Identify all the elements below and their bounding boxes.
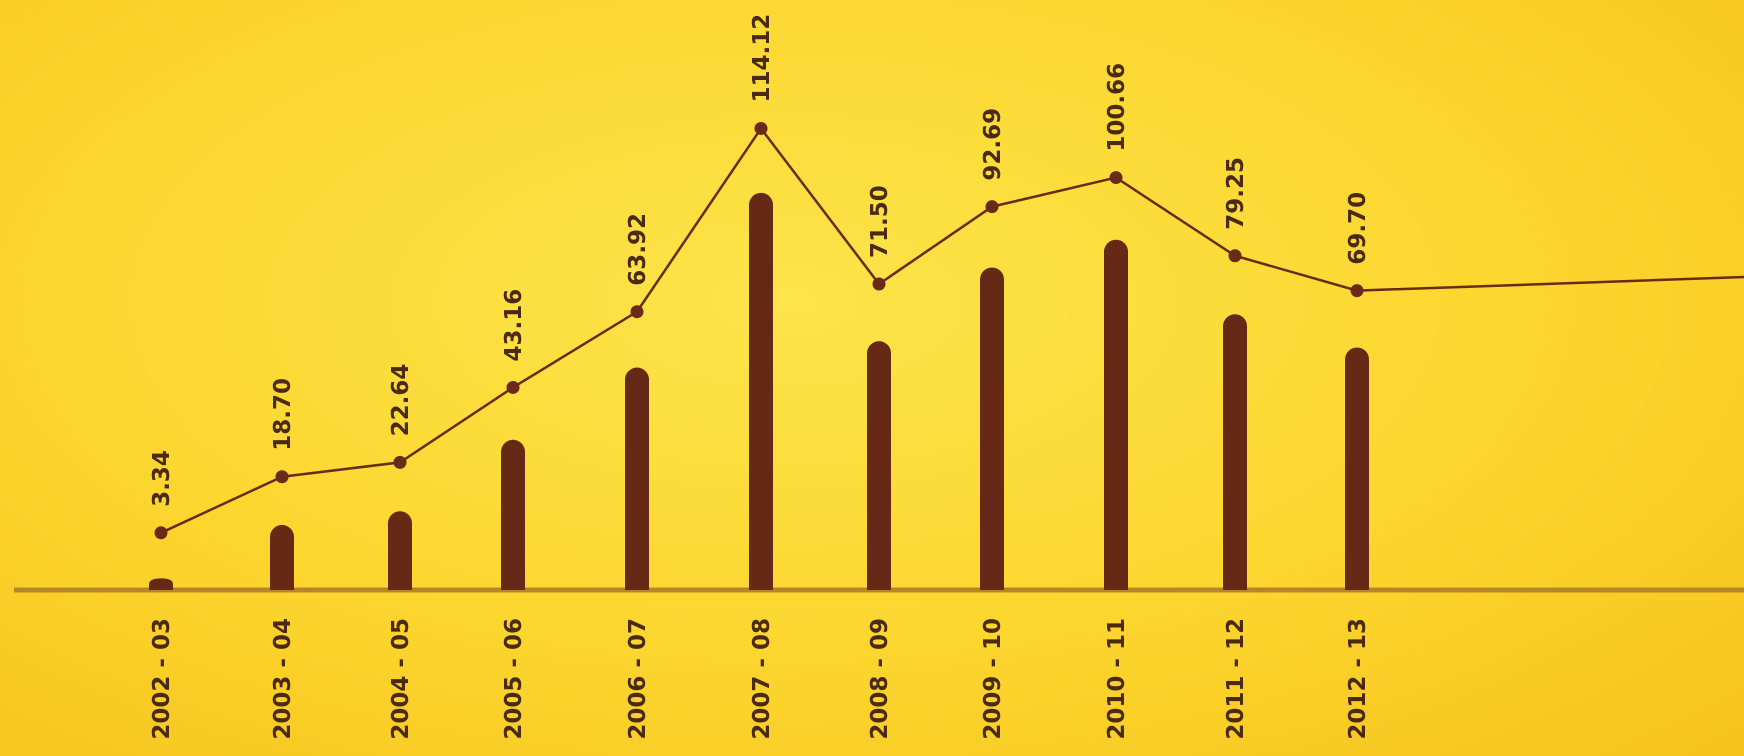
trend-point-2009-10 [985, 200, 999, 214]
value-label-2007-08: 114.12 [749, 14, 775, 103]
bar-2007-08 [749, 192, 773, 590]
category-label-2002-03: 2002 - 03 [149, 618, 175, 740]
trend-line [160, 126, 1744, 534]
category-label-2012-13: 2012 - 13 [1345, 618, 1371, 740]
value-label-2008-09: 71.50 [867, 185, 893, 258]
bar-2005-06 [501, 439, 525, 590]
value-label-2004-05: 22.64 [388, 364, 414, 437]
bar-2009-10 [980, 267, 1004, 590]
trend-point-2012-13 [1350, 284, 1364, 298]
trend-point-2010-11 [1109, 171, 1123, 185]
value-labels-group: 3.34 18.70 22.64 43.16 63.92 114.12 71.50 92.69… [149, 14, 1371, 507]
trend-point-2008-09 [872, 277, 886, 291]
trend-point-2006-07 [630, 305, 644, 319]
trend-point-2007-08 [754, 121, 768, 135]
bar-2004-05 [388, 511, 412, 590]
bar-2006-07 [625, 367, 649, 590]
value-label-2005-06: 43.16 [501, 289, 527, 362]
category-label-2010-11: 2010 - 11 [1104, 618, 1130, 740]
trend-point-2005-06 [506, 380, 520, 394]
bar-2010-11 [1104, 239, 1128, 590]
value-label-2003-04: 18.70 [270, 378, 296, 451]
value-label-2006-07: 63.92 [625, 213, 651, 286]
bar-2012-13 [1345, 347, 1369, 590]
category-label-2007-08: 2007 - 08 [749, 618, 775, 740]
category-labels-group: 2002 - 03 2003 - 04 2004 - 05 2005 - 06 2006… [149, 618, 1371, 740]
category-label-2006-07: 2006 - 07 [625, 618, 651, 740]
value-label-2009-10: 92.69 [980, 108, 1006, 181]
category-label-2008-09: 2008 - 09 [867, 618, 893, 740]
bar-2002-03 [149, 578, 173, 590]
category-label-2011-12: 2011 - 12 [1223, 618, 1249, 740]
value-label-2012-13: 69.70 [1345, 192, 1371, 265]
trend-points-group [154, 121, 1364, 540]
bar-2003-04 [270, 524, 294, 590]
category-label-2005-06: 2005 - 06 [501, 618, 527, 740]
value-label-2002-03: 3.34 [149, 450, 175, 507]
category-label-2004-05: 2004 - 05 [388, 618, 414, 740]
value-label-2011-12: 79.25 [1223, 157, 1249, 230]
category-label-2009-10: 2009 - 10 [980, 618, 1006, 740]
trend-point-2004-05 [393, 455, 407, 469]
bar-2011-12 [1223, 314, 1247, 590]
category-label-2003-04: 2003 - 04 [270, 618, 296, 740]
value-label-2010-11: 100.66 [1104, 63, 1130, 152]
trend-point-2002-03 [154, 526, 168, 540]
bar-2008-09 [867, 341, 891, 590]
bars-group [149, 192, 1369, 590]
trend-point-2003-04 [275, 470, 289, 484]
trend-point-2011-12 [1228, 249, 1242, 263]
